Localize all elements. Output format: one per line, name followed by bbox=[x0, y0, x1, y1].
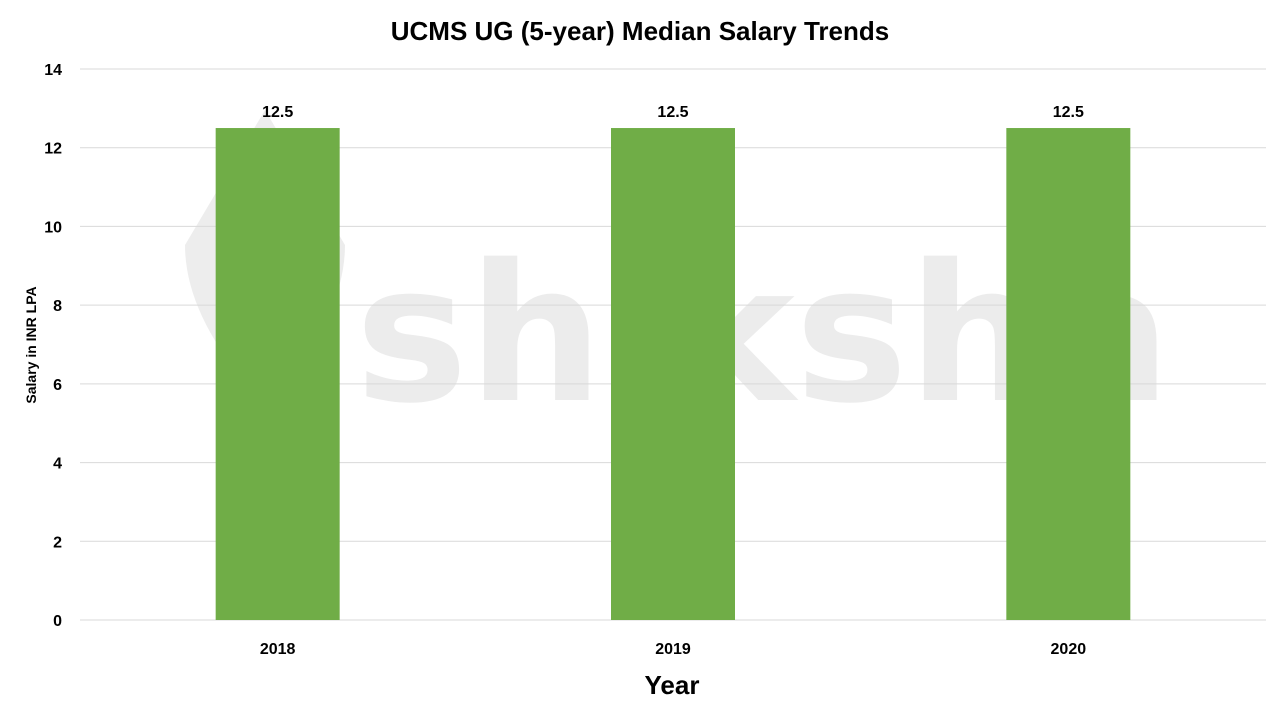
data-label: 12.5 bbox=[657, 104, 688, 121]
chart-title: UCMS UG (5-year) Median Salary Trends bbox=[391, 16, 889, 46]
y-tick-label: 8 bbox=[53, 298, 62, 315]
data-label: 12.5 bbox=[262, 104, 293, 121]
x-tick-label: 2018 bbox=[260, 641, 296, 658]
x-tick-label: 2019 bbox=[655, 641, 691, 658]
y-tick-label: 0 bbox=[53, 613, 62, 630]
y-tick-label: 6 bbox=[53, 377, 62, 394]
bar-2019 bbox=[611, 128, 735, 621]
bar-2018 bbox=[215, 128, 340, 621]
y-axis-label: Salary in INR LPA bbox=[23, 286, 39, 403]
y-tick-label: 4 bbox=[53, 456, 62, 473]
y-tick-label: 14 bbox=[44, 62, 62, 79]
y-tick-label: 12 bbox=[44, 141, 62, 158]
bar-2020 bbox=[1006, 128, 1131, 621]
x-tick-label: 2020 bbox=[1051, 641, 1087, 658]
y-tick-label: 10 bbox=[44, 219, 62, 236]
data-label: 12.5 bbox=[1053, 104, 1084, 121]
x-axis-label: Year bbox=[645, 670, 700, 700]
y-tick-label: 2 bbox=[53, 534, 62, 551]
